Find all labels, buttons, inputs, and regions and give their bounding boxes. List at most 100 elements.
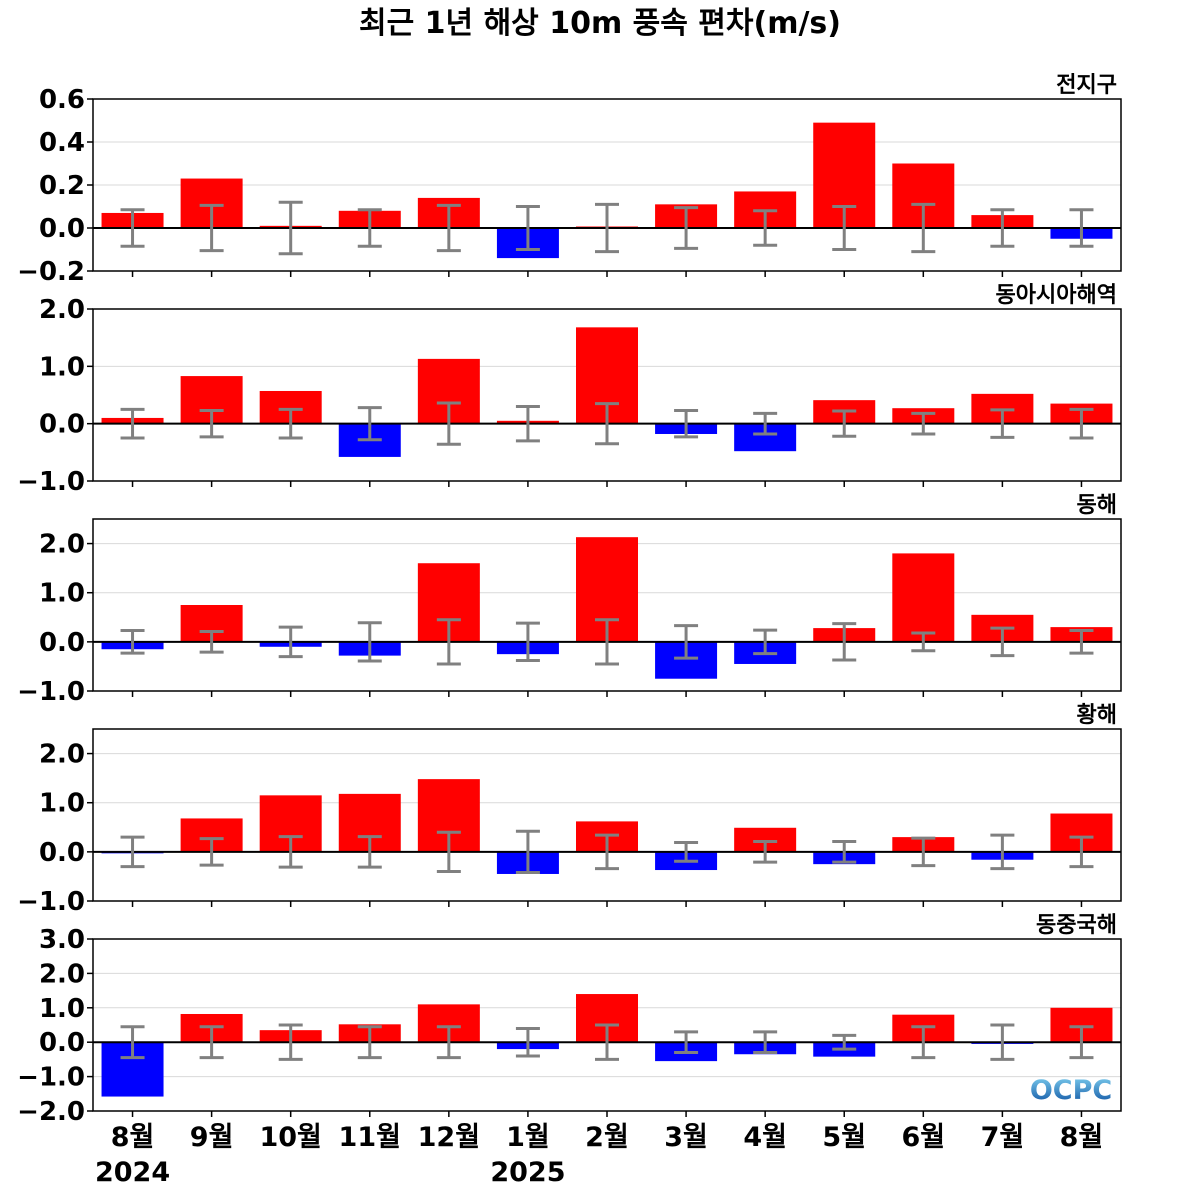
error-bar xyxy=(278,625,303,659)
error-bar xyxy=(674,408,699,439)
error-bar xyxy=(515,621,540,663)
error-bar xyxy=(1069,629,1094,655)
panel-0: −0.2 0.0 0.2 0.4 0.6 전지구 xyxy=(17,73,1122,287)
error-bar xyxy=(515,205,540,251)
x-tick-label: 1월 xyxy=(506,1122,550,1153)
error-bar xyxy=(357,406,382,442)
x-axis: 8월 9월 10월 11월 12월 1월 2월 3월 4월 5월 6월 7월 8월 2024 2025 xyxy=(95,1122,1103,1188)
y-tick-label: 0.4 xyxy=(39,128,85,158)
error-bar xyxy=(357,621,382,663)
panel-label: 황해 xyxy=(1077,703,1117,728)
y-tick-label: 0.0 xyxy=(39,1028,85,1058)
error-bar xyxy=(278,1023,303,1061)
y-tick-label: 2.0 xyxy=(39,740,85,770)
x-tick-label: 5월 xyxy=(822,1122,866,1153)
y-tick-label: −1.0 xyxy=(17,467,85,497)
error-bar xyxy=(436,830,461,874)
x-year-label: 2024 xyxy=(95,1157,170,1188)
y-tick-label: 2.0 xyxy=(39,295,85,325)
y-tick-label: −1.0 xyxy=(17,887,85,917)
x-tick-label: 6월 xyxy=(901,1122,945,1153)
error-bar xyxy=(990,626,1015,658)
error-bar xyxy=(674,841,699,863)
x-tick-label: 4월 xyxy=(743,1122,787,1153)
ocpc-logo-text: OCPC xyxy=(1030,1075,1112,1106)
error-bar xyxy=(595,833,619,871)
x-tick-label: 9월 xyxy=(190,1122,234,1153)
bar xyxy=(892,553,955,642)
error-bar xyxy=(595,202,619,254)
y-tick-label: 1.0 xyxy=(39,994,85,1024)
error-bar xyxy=(595,1023,619,1061)
error-bar xyxy=(278,200,303,256)
error-bar xyxy=(357,208,382,248)
error-bar xyxy=(832,205,857,251)
error-bar xyxy=(832,840,857,864)
ocpc-logo: OCPC xyxy=(1030,1075,1112,1106)
panel-2: −1.0 0.0 1.0 2.0 동해 xyxy=(17,493,1122,707)
error-bar xyxy=(278,835,303,869)
y-tick-label: 1.0 xyxy=(39,352,85,382)
y-tick-label: 2.0 xyxy=(39,530,85,560)
x-tick-label: 2월 xyxy=(585,1122,629,1153)
error-bar xyxy=(674,1030,699,1055)
y-tick-label: 0.2 xyxy=(39,171,85,201)
y-tick-label: 1.0 xyxy=(39,789,85,819)
chart-panels: −0.20.00.20.40.6 전지구−1.00.01.02.0 동아시아해역−1… xyxy=(17,73,1122,1127)
error-bar xyxy=(832,1033,857,1051)
error-bar xyxy=(832,409,857,438)
error-bar xyxy=(515,829,540,874)
error-bar xyxy=(753,840,778,864)
panel-3: −1.0 0.0 1.0 2.0 황해 xyxy=(17,703,1122,917)
error-bar xyxy=(595,618,619,666)
y-tick-label: 2.0 xyxy=(39,959,85,989)
error-bar xyxy=(911,411,936,436)
error-bar xyxy=(1069,835,1094,869)
y-tick-label: 0.0 xyxy=(39,628,85,658)
error-bar xyxy=(1069,407,1094,440)
y-tick-label: 0.6 xyxy=(39,85,85,115)
error-bar xyxy=(120,1025,145,1060)
chart-title: 최근 1년 해상 10m 풍속 편차(m/s) xyxy=(359,6,841,41)
error-bar xyxy=(911,631,936,653)
error-bar xyxy=(199,837,224,867)
error-bar xyxy=(990,208,1015,248)
error-bar xyxy=(120,835,145,869)
error-bar xyxy=(199,203,224,253)
y-tick-label: 3.0 xyxy=(39,925,85,955)
error-bar xyxy=(911,836,936,868)
y-tick-label: 0.0 xyxy=(39,214,85,244)
error-bar xyxy=(1069,1025,1094,1060)
error-bar xyxy=(990,833,1015,871)
x-tick-label: 3월 xyxy=(664,1122,708,1153)
error-bar xyxy=(911,202,936,254)
error-bar xyxy=(357,1025,382,1060)
error-bar xyxy=(595,402,619,446)
error-bar xyxy=(199,630,224,654)
panel-label: 전지구 xyxy=(1056,73,1117,98)
x-tick-label: 7월 xyxy=(981,1122,1025,1153)
error-bar xyxy=(990,408,1015,439)
y-tick-label: 0.0 xyxy=(39,838,85,868)
error-bar xyxy=(674,624,699,660)
error-bar xyxy=(674,206,699,250)
x-tick-label: 11월 xyxy=(339,1122,401,1153)
error-bar xyxy=(436,618,461,666)
y-tick-label: −0.2 xyxy=(17,257,85,287)
error-bar xyxy=(278,407,303,440)
error-bar xyxy=(753,209,778,247)
x-tick-label: 8월 xyxy=(111,1122,155,1153)
error-bar xyxy=(1069,208,1094,248)
panel-4: −2.0 −1.0 0.0 1.0 2.0 3.0 동중국해 xyxy=(17,913,1122,1127)
error-bar xyxy=(515,1026,540,1058)
error-bar xyxy=(753,1030,778,1055)
error-bar xyxy=(911,1025,936,1060)
error-bar xyxy=(199,1025,224,1060)
error-bar xyxy=(120,407,145,440)
x-tick-label: 8월 xyxy=(1060,1122,1104,1153)
panel-frame xyxy=(92,728,1122,902)
error-bar xyxy=(120,629,145,655)
y-tick-label: 1.0 xyxy=(39,579,85,609)
y-tick-label: −1.0 xyxy=(17,1063,85,1093)
